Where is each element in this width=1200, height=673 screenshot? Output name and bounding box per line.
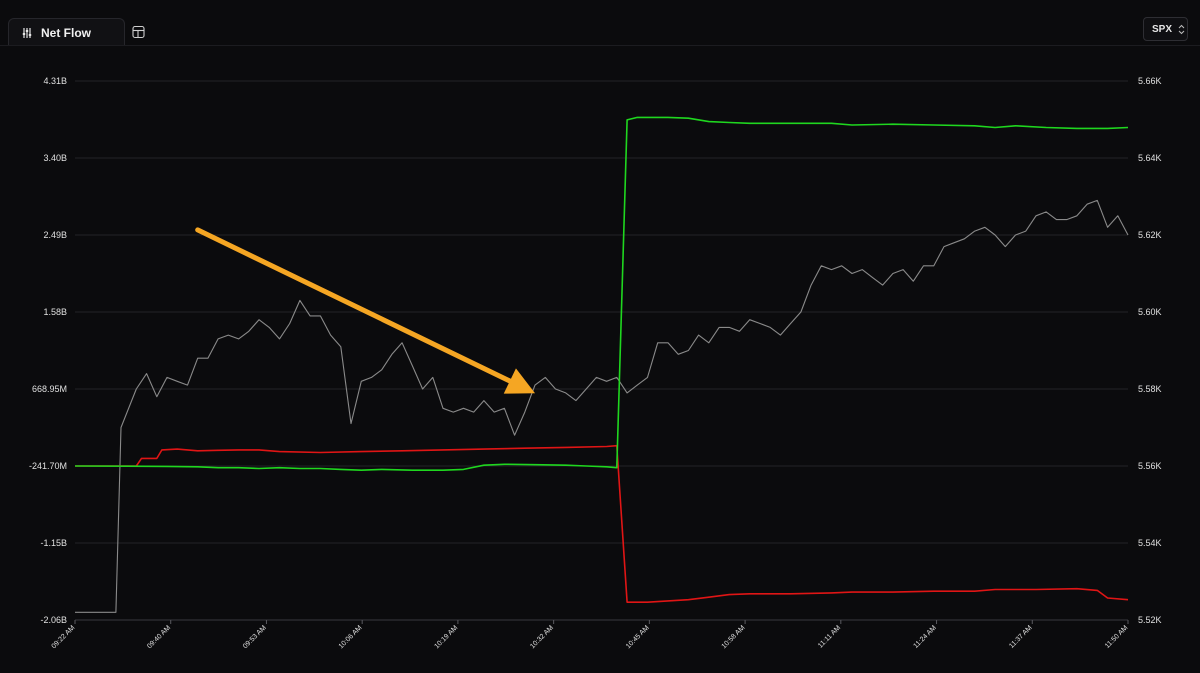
right-tick-label: 5.62K [1138, 230, 1162, 240]
right-axis-ticks: 5.66K 5.64K 5.62K 5.60K 5.58K 5.56K 5.54K 5.52K [1138, 76, 1162, 625]
tab-net-flow[interactable]: Net Flow [8, 18, 125, 46]
series-line-red [75, 444, 1129, 604]
annotation-arrow-shaft [195, 227, 513, 384]
right-tick-label: 5.66K [1138, 76, 1162, 86]
gridlines [75, 80, 1128, 621]
left-tick-label: 668.95M [32, 384, 67, 394]
x-tick-label: 09:40 AM [146, 624, 172, 650]
x-tick-label: 10:58 AM [721, 624, 747, 650]
x-tick-label: 11:11 AM [817, 624, 842, 649]
x-tick-label: 10:45 AM [625, 624, 651, 650]
right-tick-label: 5.54K [1138, 538, 1162, 548]
symbol-select[interactable]: SPX [1143, 17, 1188, 41]
right-tick-label: 5.64K [1138, 153, 1162, 163]
left-tick-label: -1.15B [40, 538, 67, 548]
x-tick-label: 09:22 AM [51, 624, 77, 650]
left-tick-label: -241.70M [29, 461, 67, 471]
left-tick-label: 4.31B [43, 76, 67, 86]
table-view-icon[interactable] [131, 24, 147, 40]
left-tick-label: 3.40B [43, 153, 67, 163]
x-tick-label: 10:06 AM [338, 624, 364, 650]
x-tick-label: 09:53 AM [242, 624, 268, 650]
x-tick-label: 11:24 AM [912, 624, 938, 650]
x-tick-label: 11:50 AM [1104, 624, 1130, 650]
right-tick-label: 5.58K [1138, 384, 1162, 394]
x-axis-ticks: 09:22 AM 09:40 AM 09:53 AM 10:06 AM 10:19 AM… [51, 620, 1130, 650]
x-tick-label: 11:37 AM [1008, 624, 1034, 650]
series-lines [74, 116, 1129, 613]
series-line-green [74, 116, 1129, 472]
series-line-gray [75, 199, 1129, 613]
chart-toolbar: Net Flow SPX [0, 0, 1200, 46]
annotation-arrow-head [503, 368, 536, 394]
toolbar-divider [0, 45, 1200, 46]
chevron-up-down-icon [1178, 24, 1185, 34]
left-axis-ticks: 4.31B 3.40B 2.49B 1.58B 668.95M -241.70M -1.15… [29, 76, 67, 625]
right-tick-label: 5.52K [1138, 615, 1162, 625]
right-tick-label: 5.56K [1138, 461, 1162, 471]
right-tick-label: 5.60K [1138, 307, 1162, 317]
left-tick-label: 2.49B [43, 230, 67, 240]
left-tick-label: -2.06B [40, 615, 67, 625]
annotations [195, 227, 536, 394]
left-tick-label: 1.58B [43, 307, 67, 317]
sliders-icon [22, 27, 32, 38]
tab-label: Net Flow [41, 25, 91, 40]
x-tick-label: 10:19 AM [433, 624, 459, 650]
symbol-value: SPX [1152, 23, 1173, 35]
x-tick-label: 10:32 AM [529, 624, 555, 650]
